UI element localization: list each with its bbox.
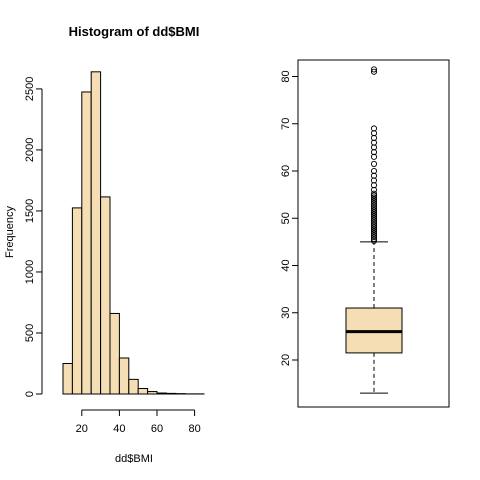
histogram-bar <box>71 207 83 395</box>
histogram-y-tick-label: 500 <box>24 324 36 342</box>
boxplot-outlier-point <box>370 200 378 207</box>
boxplot-outlier-point <box>370 172 378 179</box>
boxplot-outlier-point <box>370 226 378 233</box>
histogram-bar <box>100 196 111 395</box>
histogram-y-axis: 0 500 1000 1500 2000 2500 <box>24 77 43 397</box>
boxplot-outlier-point <box>370 182 378 189</box>
boxplot-outlier-point <box>370 198 378 205</box>
histogram-bar <box>137 388 149 395</box>
boxplot-outlier-point <box>370 130 378 137</box>
histogram-title: Histogram of dd$BMI <box>69 24 200 39</box>
boxplot-outlier-point <box>370 144 378 151</box>
boxplot-outlier-point <box>370 232 378 239</box>
histogram-bars <box>62 71 205 395</box>
boxplot-body <box>345 241 403 394</box>
histogram-y-tick-label: 2500 <box>24 77 36 101</box>
boxplot-y-tick-label: 70 <box>280 118 292 130</box>
histogram-bar <box>128 378 139 395</box>
histogram-x-axis: 20 40 60 80 <box>76 409 201 435</box>
boxplot-outlier-point <box>370 213 378 220</box>
boxplot-y-tick-label: 40 <box>280 259 292 271</box>
boxplot-outlier-point <box>370 134 378 141</box>
boxplot-outlier-point <box>370 237 378 244</box>
boxplot-outlier-point <box>370 167 378 175</box>
histogram-bar <box>118 357 130 395</box>
histogram-x-tick-label: 20 <box>76 423 88 435</box>
boxplot-outlier-point <box>370 177 378 184</box>
boxplot-outliers <box>370 66 378 244</box>
boxplot-outlier-point <box>370 207 378 214</box>
boxplot-outlier-point <box>370 205 378 212</box>
boxplot-outlier-point <box>370 194 378 201</box>
boxplot-outlier-point <box>370 218 378 226</box>
histogram-bar <box>62 362 73 395</box>
boxplot-y-tick-label: 30 <box>280 307 292 319</box>
histogram-bar <box>156 392 167 395</box>
boxplot-outlier-point <box>370 139 378 146</box>
boxplot-outlier-point <box>370 186 378 193</box>
boxplot-y-tick-label: 20 <box>280 354 292 366</box>
histogram-y-tick-label: 1500 <box>24 199 36 223</box>
histogram-bar <box>90 71 102 395</box>
histogram-x-tick-label: 60 <box>151 423 163 435</box>
histogram-x-tick-label: 40 <box>113 423 125 435</box>
histogram-y-tick-label: 0 <box>24 391 36 397</box>
histogram-y-axis-label: Frequency <box>4 206 16 258</box>
boxplot-y-tick-label: 50 <box>280 212 292 224</box>
boxplot-outlier-point <box>370 234 378 241</box>
boxplot-y-tick-label: 80 <box>280 70 292 82</box>
boxplot-outlier-point <box>370 224 378 231</box>
boxplot-outlier-point <box>370 192 378 199</box>
boxplot-outlier-point <box>370 235 378 243</box>
boxplot-outlier-point <box>370 215 378 222</box>
boxplot-outlier-point <box>370 66 378 73</box>
boxplot-outlier-point <box>370 153 378 160</box>
boxplot-outlier-point <box>370 196 378 203</box>
boxplot-outlier-point <box>370 203 378 210</box>
histogram-panel: Histogram of dd$BMI Frequency dd$BMI 0 50… <box>4 24 205 465</box>
boxplot-outlier-point <box>370 201 378 209</box>
boxplot-outlier-point <box>370 149 378 156</box>
boxplot-outlier-point <box>370 220 378 227</box>
boxplot-outlier-point <box>370 68 378 75</box>
histogram-bar <box>109 312 120 395</box>
boxplot-outlier-point <box>370 230 378 237</box>
boxplot-panel: 20 30 40 50 60 70 80 <box>280 59 450 408</box>
boxplot-outlier-point <box>370 209 378 216</box>
boxplot-outlier-point <box>370 228 378 235</box>
histogram-x-tick-label: 80 <box>188 423 200 435</box>
histogram-bar <box>81 91 92 395</box>
boxplot-y-axis: 20 30 40 50 60 70 80 <box>280 70 298 366</box>
boxplot-y-tick-label: 60 <box>280 165 292 177</box>
boxplot-outlier-point <box>370 190 378 197</box>
histogram-x-axis-label: dd$BMI <box>115 453 153 465</box>
boxplot-outlier-point <box>370 217 378 224</box>
histogram-bar <box>165 392 177 395</box>
boxplot-outlier-point <box>370 125 378 132</box>
boxplot-frame <box>297 59 450 408</box>
histogram-y-tick-label: 1000 <box>24 260 36 284</box>
boxplot-outlier-point <box>370 222 378 229</box>
histogram-bar <box>147 391 158 395</box>
boxplot-outlier-point <box>370 211 378 218</box>
boxplot-outlier-point <box>370 160 378 167</box>
histogram-y-tick-label: 2000 <box>24 138 36 162</box>
